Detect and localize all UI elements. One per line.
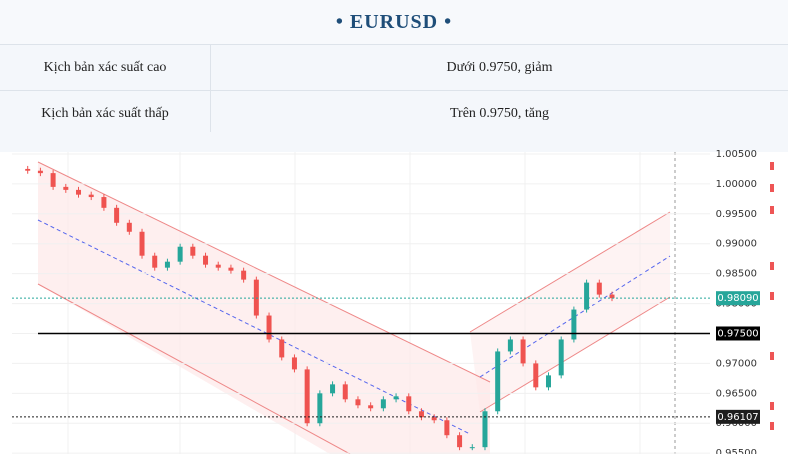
candle <box>253 279 259 316</box>
candle <box>177 246 183 262</box>
candle <box>444 420 450 436</box>
candle <box>215 264 221 268</box>
candle <box>520 339 526 364</box>
cell: Kịch bản xác suất cao <box>0 45 211 91</box>
right-markers <box>770 162 774 430</box>
candle <box>545 375 551 388</box>
candle <box>126 222 132 232</box>
candle <box>63 186 69 190</box>
scenario-table: Kịch bản xác suất cao Dưới 0.9750, giảm K… <box>0 45 788 137</box>
candle <box>495 351 501 412</box>
y-tick-label: 1.00000 <box>716 179 757 190</box>
candle <box>37 170 43 174</box>
candle <box>558 339 564 376</box>
candle <box>571 309 577 340</box>
y-tick-label: 0.99500 <box>716 209 757 220</box>
row: Kịch bản xác suất thấp Trên 0.9750, tăng <box>0 90 788 137</box>
candle <box>190 246 196 256</box>
candle <box>418 411 424 418</box>
candle <box>507 339 513 352</box>
price-label: 0.97500 <box>717 328 758 339</box>
band <box>0 132 788 152</box>
y-tick-label: 0.97000 <box>716 358 757 369</box>
candle <box>380 399 386 409</box>
row: Kịch bản xác suất cao Dưới 0.9750, giảm <box>0 45 788 91</box>
candle <box>203 255 209 265</box>
candle <box>164 261 170 268</box>
candle <box>101 197 107 208</box>
candle <box>88 194 94 198</box>
candle <box>152 255 158 268</box>
candle <box>355 399 361 406</box>
cell: Kịch bản xác suất thấp <box>0 90 211 137</box>
candle <box>330 384 336 394</box>
cell: Dưới 0.9750, giảm <box>210 45 788 91</box>
price-label: 0.98090 <box>717 293 758 304</box>
channel <box>38 162 490 454</box>
candle <box>266 315 272 340</box>
candle <box>584 282 590 310</box>
y-tick-label: 0.95500 <box>716 448 757 454</box>
y-tick-label: 0.98500 <box>716 269 757 280</box>
candle <box>393 396 399 400</box>
candle <box>139 231 145 256</box>
candle <box>342 384 348 400</box>
candle <box>50 173 56 187</box>
title: • EURUSD • <box>0 0 788 45</box>
candle <box>533 363 539 388</box>
channel <box>470 212 670 412</box>
price-box <box>716 409 760 424</box>
chart: 1.00500 1.00000 0.99500 0.99000 0.98500 0.980… <box>0 132 788 454</box>
candle <box>76 189 82 195</box>
candle <box>406 396 412 412</box>
candle <box>291 357 297 370</box>
y-tick-label: 0.99000 <box>716 239 757 250</box>
candle <box>25 168 31 171</box>
candle <box>241 270 247 280</box>
price-label: 0.96107 <box>717 412 758 423</box>
candle <box>431 417 437 421</box>
candle <box>482 411 488 448</box>
candle <box>457 435 463 448</box>
candle <box>609 294 615 299</box>
candle <box>228 267 234 271</box>
candle <box>368 405 374 409</box>
candle <box>279 339 285 358</box>
candle <box>317 393 323 424</box>
price-box <box>716 291 760 306</box>
y-tick-label: 0.96500 <box>716 388 757 399</box>
y-tick-label: 1.00500 <box>716 149 757 160</box>
candle <box>596 282 602 295</box>
candle <box>469 447 475 449</box>
cell: Trên 0.9750, tăng <box>210 90 788 137</box>
candle <box>304 369 310 424</box>
candle <box>114 207 120 223</box>
price-box <box>716 326 760 341</box>
